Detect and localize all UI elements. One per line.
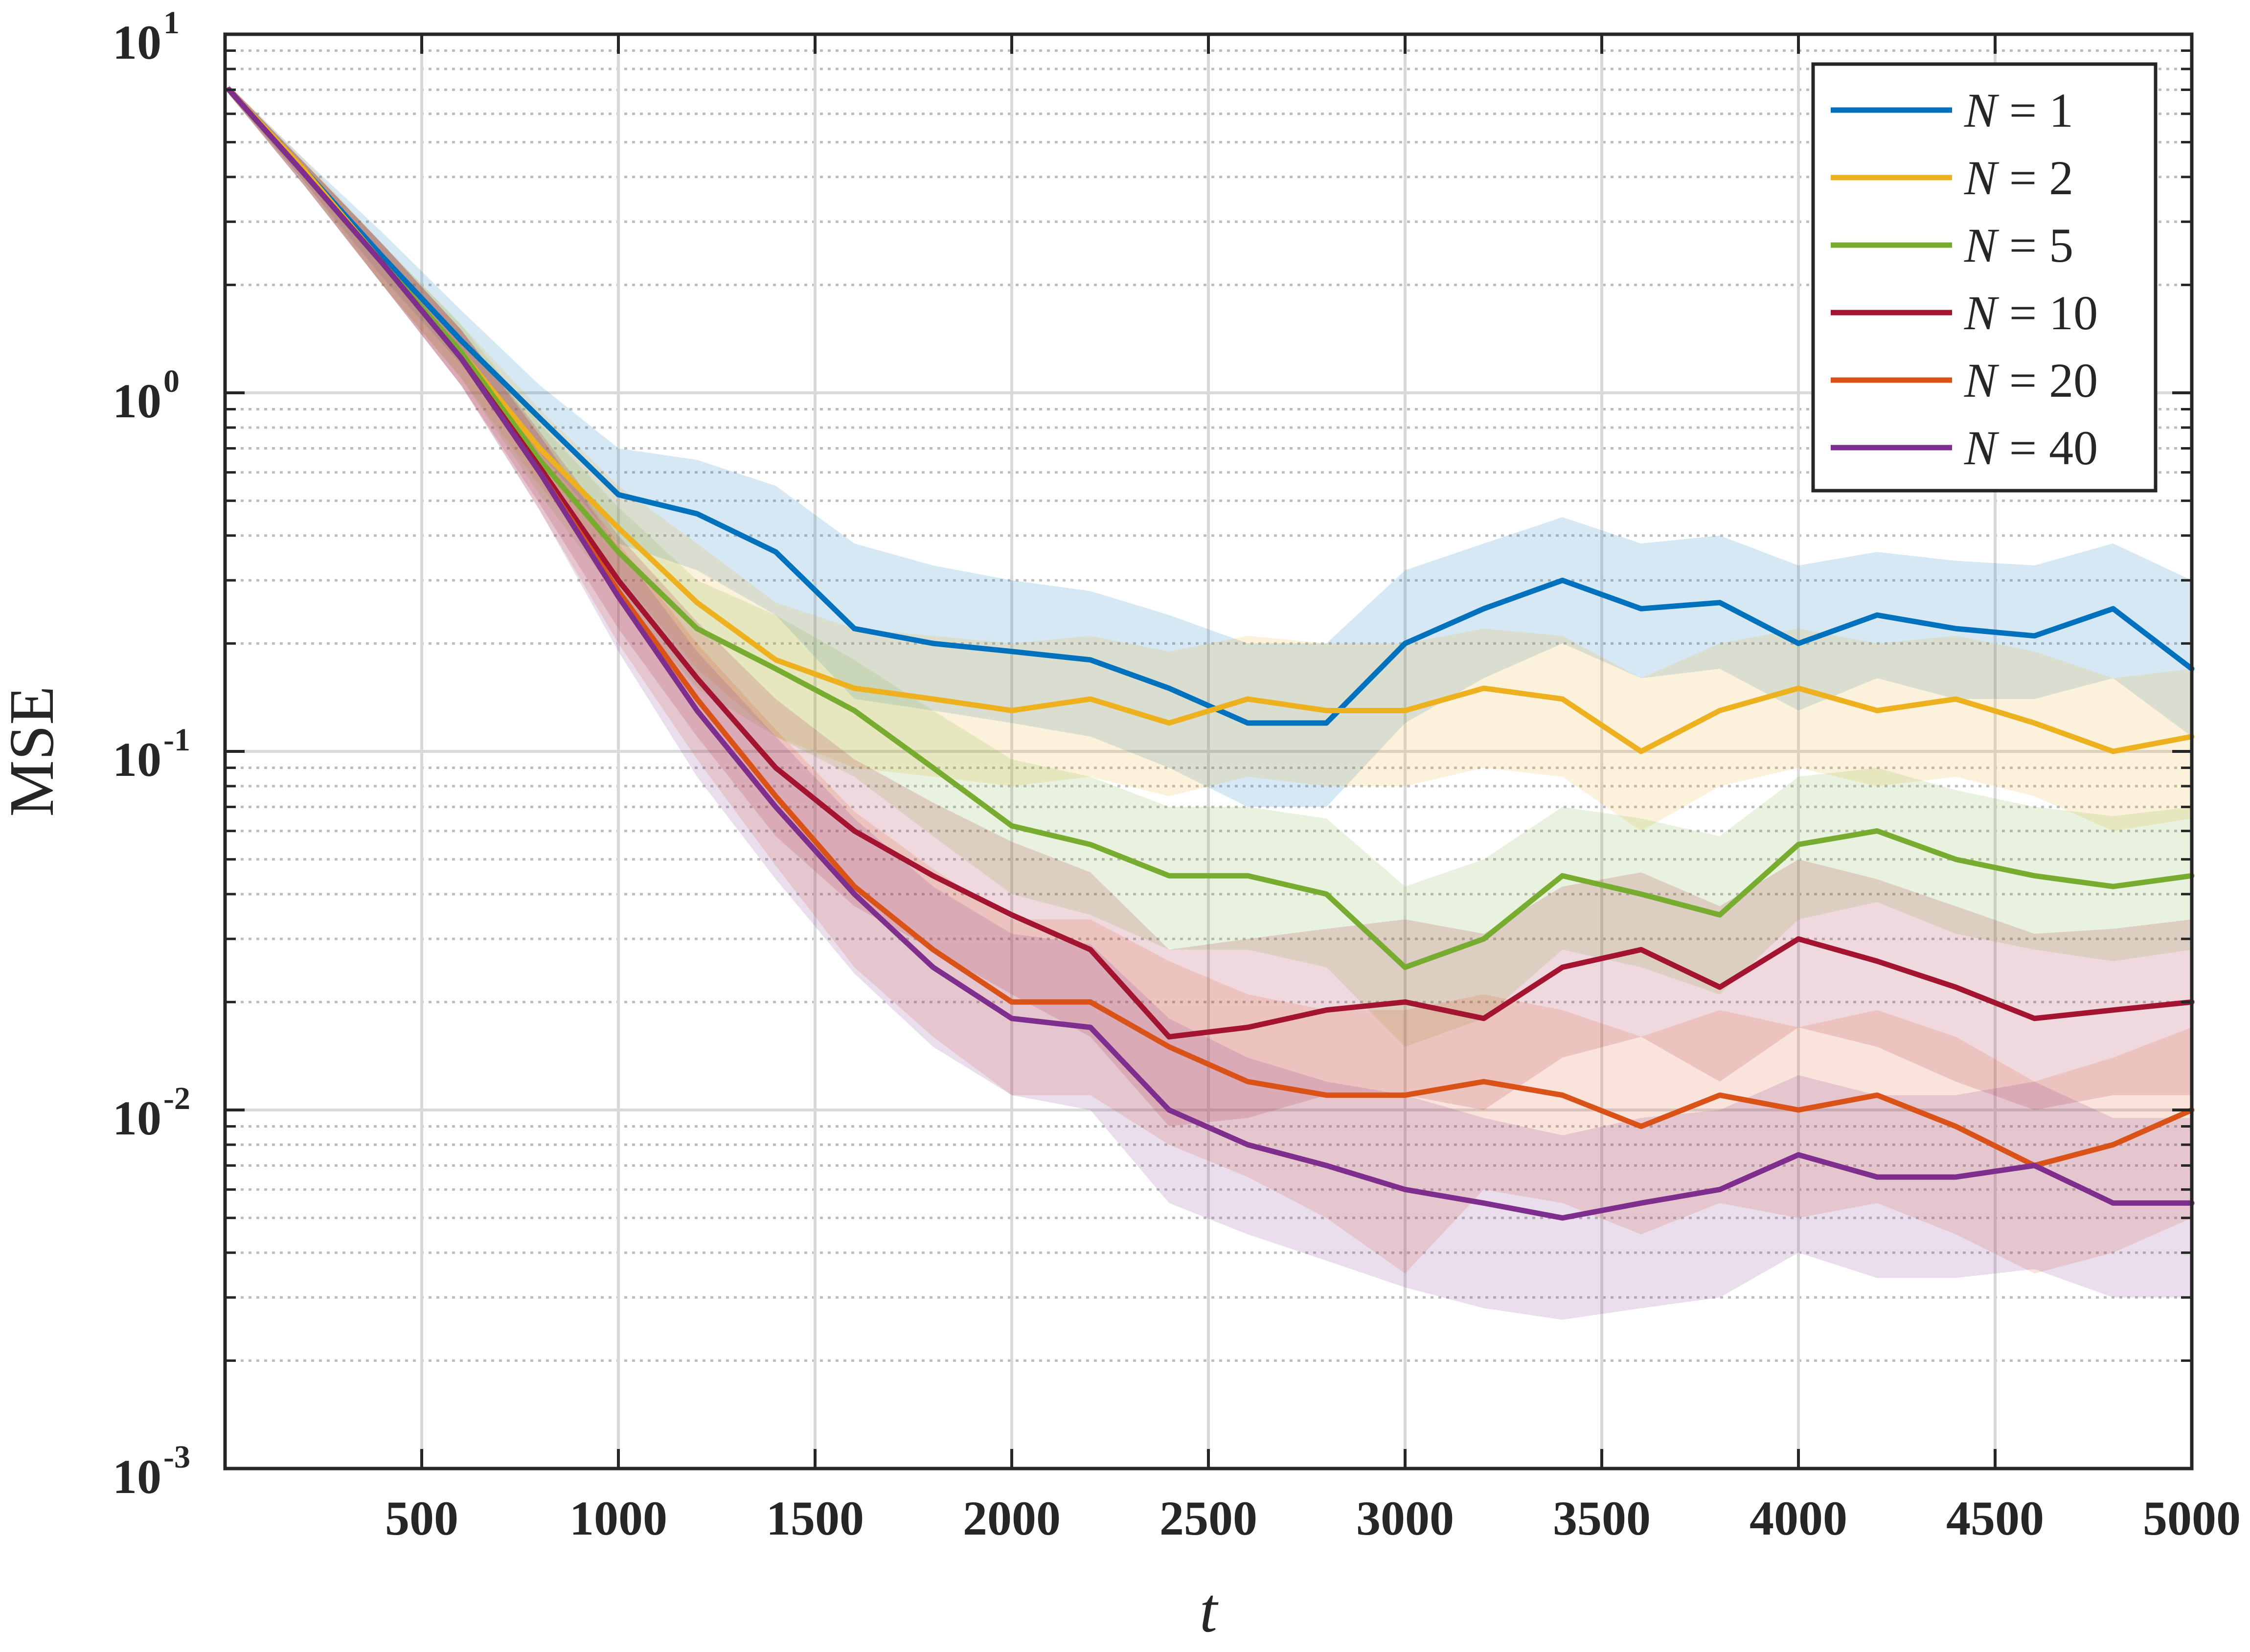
y-tick-label: 10 1 xyxy=(113,5,180,69)
x-tick-label: 500 xyxy=(385,1491,458,1545)
y-tick-label: 10 0 xyxy=(113,363,180,428)
series-line-n10 xyxy=(226,87,2195,1040)
legend-label-variable: N xyxy=(1964,218,2000,272)
y-tick-exponent: 1 xyxy=(163,5,180,41)
y-tick-base: 10 xyxy=(113,1449,161,1504)
x-axis-label: t xyxy=(1200,1575,1219,1646)
legend-label-value: = 40 xyxy=(1997,421,2098,475)
legend-item: N = 20 xyxy=(1831,353,2098,407)
y-tick-base: 10 xyxy=(113,374,161,428)
band-n5 xyxy=(229,85,2192,1047)
legend-label-variable: N xyxy=(1964,421,2000,475)
legend-item: N = 40 xyxy=(1831,421,2098,475)
legend-item: N = 2 xyxy=(1831,151,2073,205)
y-tick-exponent: 0 xyxy=(163,363,180,399)
band-n20 xyxy=(229,85,2192,1274)
x-tick-label: 2500 xyxy=(1159,1491,1257,1545)
series-line-n1 xyxy=(226,87,2195,726)
legend-label-value: = 10 xyxy=(1997,286,2098,340)
y-tick-base: 10 xyxy=(113,15,161,69)
x-tick-label: 4500 xyxy=(1946,1491,2044,1545)
band-n1 xyxy=(229,85,2192,807)
legend-item: N = 5 xyxy=(1831,218,2073,272)
x-tick-label: 4000 xyxy=(1750,1491,1847,1545)
y-tick-label: 10 -3 xyxy=(113,1439,190,1504)
x-tick-label: 5000 xyxy=(2143,1491,2241,1545)
series-line-n2 xyxy=(226,87,2195,754)
legend-label-variable: N xyxy=(1964,151,2000,205)
legend-label: N = 5 xyxy=(1964,218,2073,272)
legend-label-variable: N xyxy=(1964,286,2000,340)
x-tick-label: 1500 xyxy=(766,1491,864,1545)
legend-label: N = 10 xyxy=(1964,286,2098,340)
legend-label: N = 1 xyxy=(1964,83,2073,137)
x-tick-label: 3000 xyxy=(1356,1491,1454,1545)
x-tick-label: 2000 xyxy=(963,1491,1061,1545)
series-line-n40 xyxy=(226,87,2195,1221)
y-tick-label: 10 -1 xyxy=(113,722,190,787)
series-lines xyxy=(226,87,2195,1221)
legend-label: N = 40 xyxy=(1964,421,2098,475)
x-tick-labels: 500 1000 1500 2000 2500 3000 3500 4000 4500 5000 xyxy=(385,1491,2241,1545)
band-n2 xyxy=(229,85,2192,831)
legend-item: N = 1 xyxy=(1831,83,2073,137)
legend-label-variable: N xyxy=(1964,353,2000,407)
legend-label-value: = 1 xyxy=(1997,83,2073,137)
x-tick-label: 1000 xyxy=(569,1491,667,1545)
legend-box xyxy=(1811,62,2158,493)
y-tick-label: 10 -2 xyxy=(113,1081,190,1145)
legend-label-value: = 2 xyxy=(1997,151,2073,205)
legend-label-variable: N xyxy=(1964,83,2000,137)
legend-label: N = 2 xyxy=(1964,151,2073,205)
tick-marks xyxy=(225,33,2193,1470)
legend-item: N = 10 xyxy=(1831,286,2098,340)
y-tick-exponent: -3 xyxy=(163,1439,190,1475)
y-tick-base: 10 xyxy=(113,1091,161,1145)
legend-label-value: = 5 xyxy=(1997,218,2073,272)
legend-label-value: = 20 xyxy=(1997,353,2098,407)
series-line-n5 xyxy=(226,87,2195,970)
y-tick-base: 10 xyxy=(113,732,161,787)
x-tick-label: 3500 xyxy=(1553,1491,1651,1545)
y-axis-label: MSE xyxy=(0,686,67,816)
legend-label: N = 20 xyxy=(1964,353,2098,407)
band-n40 xyxy=(229,85,2192,1320)
y-tick-exponent: -2 xyxy=(163,1081,190,1116)
legend: N = 1N = 2N = 5N = 10N = 20N = 40 xyxy=(1811,62,2158,493)
y-tick-exponent: -1 xyxy=(163,722,190,758)
